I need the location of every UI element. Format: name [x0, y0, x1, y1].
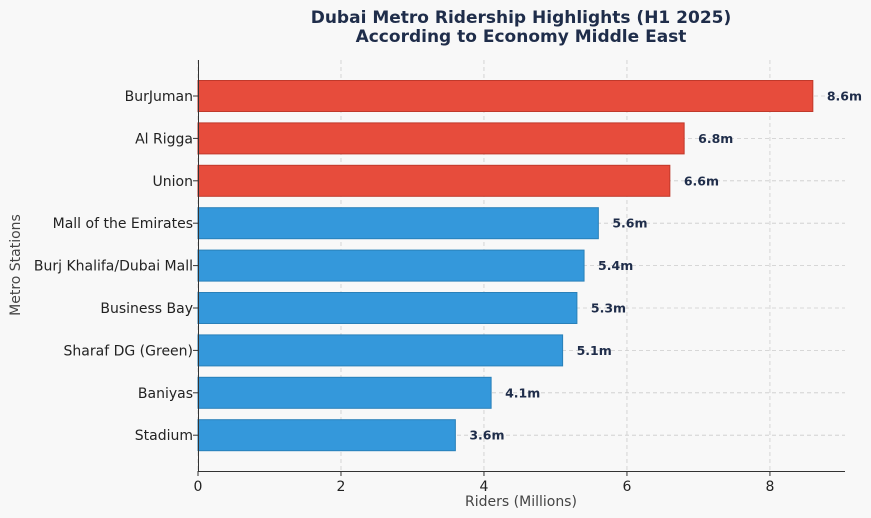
bar-value-label: 5.1m	[577, 343, 612, 358]
category-label: Burj Khalifa/Dubai Mall	[34, 259, 193, 275]
bar-value-label: 5.3m	[591, 301, 626, 316]
bar	[197, 249, 585, 282]
category-label: Baniyas	[138, 386, 193, 402]
bar-value-label: 6.6m	[684, 173, 719, 188]
category-label: Business Bay	[100, 301, 193, 317]
bars	[197, 80, 814, 452]
chart-subtitle: According to Economy Middle East	[356, 27, 687, 47]
x-axis-title: Riders (Millions)	[465, 494, 577, 510]
y-axis-title: Metro Stations	[8, 214, 24, 316]
category-label: Sharaf DG (Green)	[64, 343, 193, 359]
value-labels: 8.6m 6.8m 6.6m 5.6m 5.4m 5.3m 5.1m 4.1m 3.6m	[469, 89, 862, 443]
bar	[197, 207, 599, 240]
category-label: Union	[153, 174, 193, 190]
bar	[197, 376, 492, 409]
x-tick-label: 8	[765, 479, 774, 495]
bar	[197, 292, 578, 324]
category-label: Mall of the Emirates	[53, 216, 193, 232]
x-tick-label: 2	[337, 479, 346, 495]
bar	[197, 80, 814, 112]
bar	[197, 419, 456, 452]
x-tick-label: 4	[480, 479, 489, 495]
category-label: Stadium	[135, 428, 193, 444]
chart-title: Dubai Metro Ridership Highlights (H1 202…	[311, 8, 732, 28]
bar	[197, 122, 685, 155]
category-labels: BurJuman Al Rigga Union Mall of the Emirate…	[34, 89, 198, 444]
bar	[197, 164, 671, 197]
bar-value-label: 5.6m	[612, 216, 647, 231]
bar-value-label: 3.6m	[469, 428, 504, 443]
x-tick-label: 6	[622, 479, 631, 495]
bar-value-label: 6.8m	[698, 131, 733, 146]
category-label: Al Rigga	[135, 131, 193, 147]
x-tick-label: 0	[194, 479, 203, 495]
category-label: BurJuman	[125, 89, 193, 105]
bar-value-label: 5.4m	[598, 258, 633, 273]
bar-value-label: 4.1m	[505, 385, 540, 400]
bar	[197, 334, 564, 367]
bar-value-label: 8.6m	[827, 89, 862, 104]
